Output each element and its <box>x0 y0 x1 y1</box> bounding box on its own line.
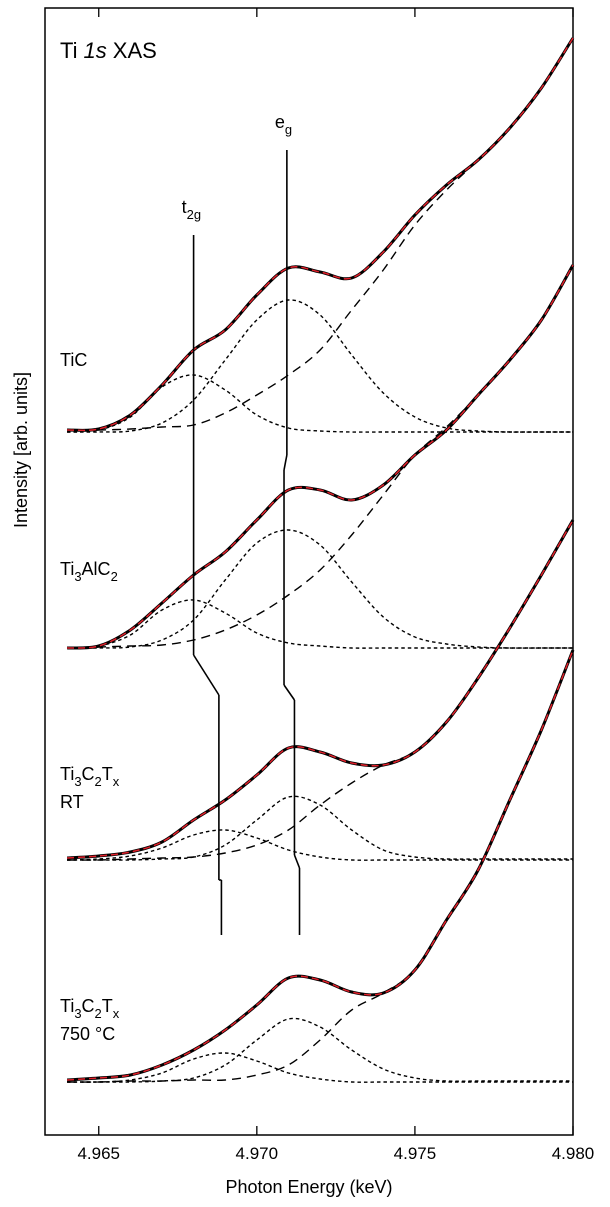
background-curve <box>67 649 574 1083</box>
x-tick-label: 4.980 <box>552 1144 595 1163</box>
subscript: x <box>113 774 120 789</box>
text: Ti <box>60 764 74 784</box>
sample-label: TiC <box>60 350 87 370</box>
t2g-curve <box>67 829 573 861</box>
text: XAS <box>113 38 157 63</box>
sample-label: Ti3C2Tx <box>60 996 120 1021</box>
peak-label: eg <box>275 112 292 137</box>
peak-connector <box>283 454 288 471</box>
subscript: 3 <box>74 774 81 789</box>
text: e <box>275 112 285 132</box>
subscript: 3 <box>74 569 81 584</box>
text: Ti <box>60 559 74 579</box>
x-tick-label: 4.970 <box>236 1144 279 1163</box>
data-curve <box>67 264 575 650</box>
subscript: 3 <box>74 1006 81 1021</box>
eg-curve <box>67 795 573 861</box>
data-curve <box>67 649 575 1082</box>
text: T <box>102 764 113 784</box>
text: Ti <box>60 996 74 1016</box>
fit-curve <box>67 264 574 649</box>
eg-curve <box>67 1017 573 1083</box>
italic-text: 1s <box>84 38 107 63</box>
t2g-curve <box>67 1052 573 1083</box>
text: C <box>82 996 95 1016</box>
fit-curve <box>67 37 574 432</box>
sample-condition: 750 °C <box>60 1024 115 1044</box>
peak-connector <box>192 654 220 696</box>
x-axis-label: Photon Energy (keV) <box>225 1177 392 1197</box>
subscript: x <box>113 1006 120 1021</box>
background-curve <box>67 264 574 649</box>
subscript: g <box>285 122 292 137</box>
subscript: 2 <box>95 774 102 789</box>
t2g-curve <box>67 599 573 649</box>
y-axis-label: Intensity [arb. units] <box>11 372 31 528</box>
text: TiC <box>60 350 87 370</box>
subscript: 2g <box>187 207 201 222</box>
sample-condition: RT <box>60 792 84 812</box>
x-tick-label: 4.975 <box>394 1144 437 1163</box>
background-curve <box>67 37 574 431</box>
peak-label: t2g <box>182 197 201 222</box>
chart-title: Ti 1s XAS <box>60 38 157 63</box>
data-curve <box>67 37 575 432</box>
sample-label: Ti3C2Tx <box>60 764 120 789</box>
subscript: 2 <box>95 1006 102 1021</box>
fit-curve <box>67 649 574 1081</box>
text: Ti <box>60 38 78 63</box>
sample-label: Ti3AlC2 <box>60 559 118 584</box>
eg-curve <box>67 529 573 649</box>
peak-connector <box>283 684 296 701</box>
plot-frame <box>44 7 574 1136</box>
text: T <box>102 996 113 1016</box>
text: t <box>182 197 187 217</box>
fit-curve <box>67 519 574 859</box>
text: C <box>82 764 95 784</box>
peak-connector <box>293 854 301 869</box>
eg-curve <box>67 299 573 433</box>
background-curve <box>67 519 574 861</box>
x-tick-label: 4.965 <box>77 1144 120 1163</box>
text: AlC <box>82 559 111 579</box>
subscript: 2 <box>111 569 118 584</box>
